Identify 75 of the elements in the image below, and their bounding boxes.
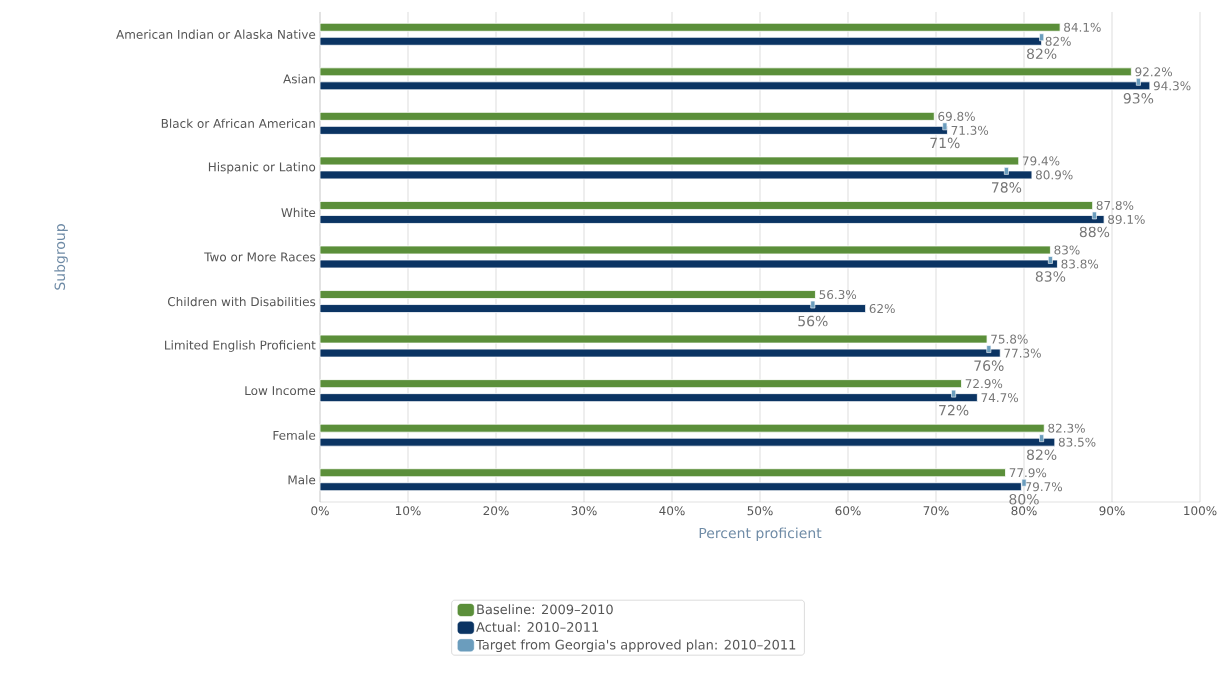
- data-label: 77.3%: [1004, 348, 1041, 358]
- data-label: 79.4%: [1022, 156, 1060, 166]
- data-label: 78%: [992, 182, 1022, 193]
- x-tick-label: 60%: [835, 506, 861, 516]
- data-label: 82%: [1027, 449, 1057, 460]
- legend-label: Target from Georgia's approved plan: 2010–2011: [475, 639, 796, 653]
- bar: [319, 67, 1132, 77]
- x-tick-label: 80%: [1011, 506, 1037, 516]
- x-tick-label: 30%: [571, 506, 597, 516]
- data-label: 83%: [1035, 271, 1066, 282]
- data-label: 83%: [1054, 245, 1080, 255]
- bar: [319, 125, 948, 135]
- data-label: 89.1%: [1108, 214, 1145, 224]
- x-tick-label: 90%: [1099, 506, 1125, 516]
- x-tick-label: 100%: [1184, 506, 1217, 516]
- data-label: 72.9%: [965, 379, 1003, 389]
- legend-label: Baseline: 2009–2010: [477, 604, 613, 615]
- x-tick-label: 0%: [311, 506, 329, 516]
- data-label: 71%: [930, 137, 960, 149]
- point: [1039, 434, 1045, 442]
- data-label: 82.3%: [1048, 423, 1085, 433]
- y-tick-label: Asian: [283, 74, 315, 84]
- data-label: 56%: [798, 315, 828, 327]
- data-label: 77.9%: [1009, 468, 1047, 478]
- data-label: 94.3%: [1153, 81, 1191, 91]
- bar: [319, 170, 1033, 180]
- data-label: 72%: [939, 404, 969, 416]
- y-tick-label: Male: [288, 475, 316, 485]
- data-label: 83.5%: [1058, 437, 1096, 447]
- data-label: 82%: [1027, 48, 1057, 60]
- bar: [319, 81, 1151, 91]
- y-tick-label: Black or African American: [161, 118, 315, 129]
- bar: [319, 36, 1043, 46]
- data-label: 84.1%: [1064, 22, 1101, 32]
- x-tick-label: 20%: [483, 506, 509, 516]
- y-tick-label: White: [281, 207, 316, 218]
- y-tick-label: Two or More Races: [204, 252, 316, 262]
- bar: [319, 468, 1006, 478]
- data-label: 82%: [1045, 36, 1071, 46]
- y-tick-label: American Indian or Alaska Native: [116, 29, 316, 39]
- legend-label: Actual: 2010–2011: [476, 621, 599, 632]
- y-tick-label: Low Income: [245, 386, 316, 396]
- data-label: 93%: [1123, 93, 1154, 104]
- point: [986, 345, 992, 353]
- x-tick-label: 50%: [747, 506, 773, 516]
- data-label: 69.8%: [938, 111, 975, 121]
- data-label: 75.8%: [991, 334, 1028, 344]
- data-label: 80.9%: [1035, 170, 1073, 180]
- data-label: 71.3%: [951, 125, 989, 135]
- bar: [319, 304, 867, 313]
- data-label: 56.3%: [819, 290, 857, 300]
- bar: [319, 393, 978, 403]
- y-tick-label: Hispanic or Latino: [208, 162, 316, 174]
- bar: [319, 437, 1056, 447]
- bar: [319, 111, 935, 121]
- data-label: 92.2%: [1135, 67, 1173, 77]
- data-label: 79.7%: [1025, 482, 1063, 492]
- bar: [319, 259, 1058, 269]
- data-label: 80%: [1009, 493, 1039, 505]
- x-tick-label: 10%: [395, 506, 421, 516]
- data-label: 83.8%: [1061, 259, 1099, 269]
- bar: [319, 348, 1001, 358]
- x-tick-label: 70%: [923, 506, 949, 516]
- y-axis-title: Subgroup: [54, 224, 68, 290]
- y-tick-label: Limited English Proficient: [165, 340, 316, 352]
- x-axis-title: Percent proficient: [699, 527, 822, 542]
- data-label: 62%: [869, 304, 895, 314]
- y-tick-label: Female: [273, 430, 316, 440]
- data-label: 87.8%: [1096, 200, 1134, 210]
- x-tick-label: 40%: [659, 506, 685, 516]
- data-label: 76%: [974, 360, 1004, 371]
- data-label: 88%: [1079, 226, 1110, 238]
- bar: [319, 215, 1105, 224]
- y-tick-label: Children with Disabilities: [167, 296, 316, 307]
- data-label: 74.7%: [981, 393, 1019, 403]
